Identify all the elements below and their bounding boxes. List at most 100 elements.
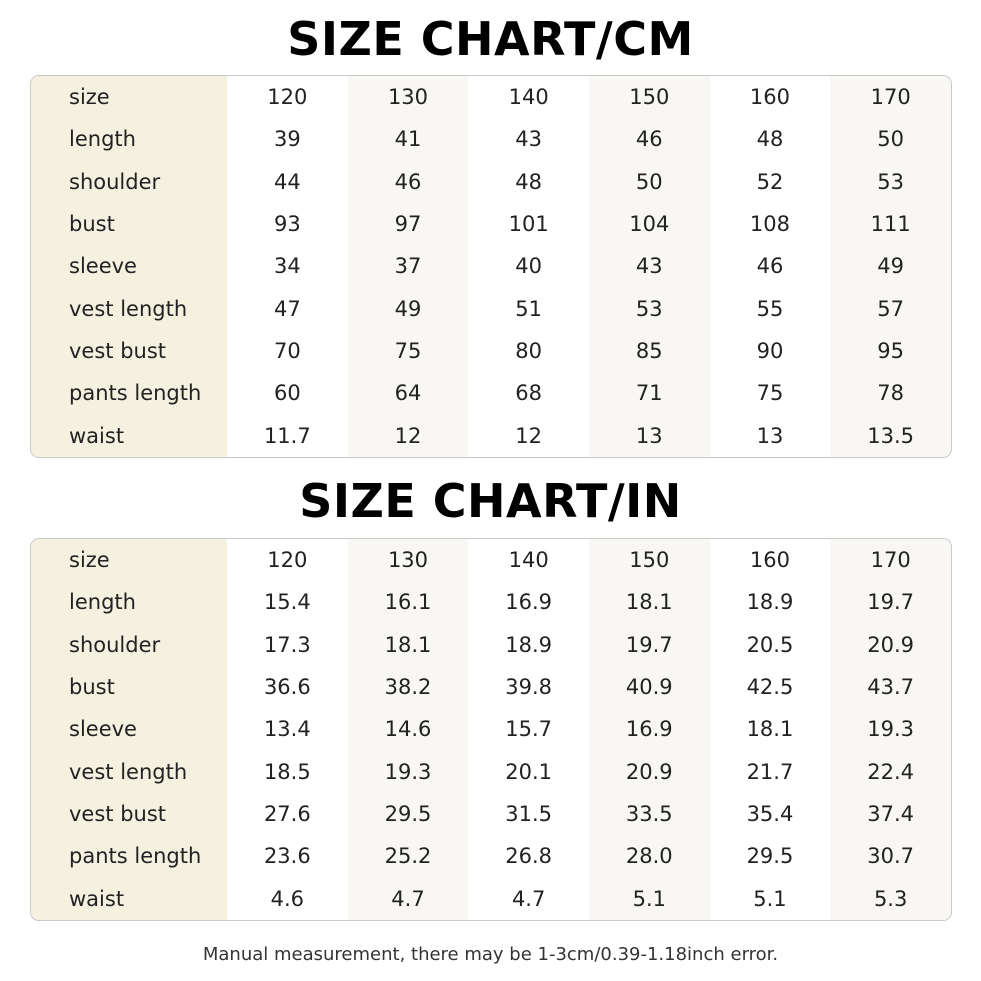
- table-cell: 15.7: [468, 708, 589, 751]
- table-cell: 19.3: [830, 708, 951, 751]
- row-label: length: [31, 118, 227, 161]
- table-cell: 20.9: [830, 623, 951, 666]
- table-cell: 104: [588, 202, 710, 246]
- table-cell: 39.8: [468, 665, 589, 709]
- table-cell: 4.6: [227, 877, 348, 920]
- table-cell: 30.7: [830, 835, 951, 878]
- table-cell: 170: [830, 539, 951, 582]
- row-label: sleeve: [31, 245, 227, 288]
- table-row: pants length 60 64 68 71 75 78: [31, 372, 951, 415]
- table-cell: 18.9: [709, 581, 831, 624]
- table-cell: 140: [468, 539, 589, 582]
- in-size-table: size 120 130 140 150 160 170 length 15.4 16.1 16.9…: [31, 539, 951, 920]
- measurement-footnote: Manual measurement, there may be 1-3cm/0…: [202, 944, 779, 965]
- row-label: vest bust: [31, 329, 227, 373]
- table-cell: 15.4: [227, 581, 348, 624]
- table-cell: 95: [830, 329, 951, 373]
- table-cell: 40: [468, 245, 589, 288]
- table-cell: 70: [227, 329, 348, 373]
- row-label: shoulder: [31, 623, 227, 666]
- table-cell: 19.3: [347, 750, 469, 793]
- row-label: sleeve: [31, 708, 227, 751]
- table-cell: 17.3: [227, 623, 348, 666]
- table-cell: 53: [830, 160, 951, 203]
- cm-chart-title: SIZE CHART/CM: [287, 12, 694, 66]
- table-cell: 37: [347, 245, 469, 288]
- table-cell: 52: [709, 160, 831, 203]
- in-chart-title: SIZE CHART/IN: [299, 474, 682, 528]
- table-cell: 5.1: [709, 877, 831, 920]
- table-cell: 46: [588, 118, 710, 161]
- table-cell: 4.7: [347, 877, 469, 920]
- row-label: shoulder: [31, 160, 227, 203]
- table-cell: 18.9: [468, 623, 589, 666]
- cm-size-table: size 120 130 140 150 160 170 length 39 41 43 46 48 50…: [31, 76, 951, 457]
- table-cell: 18.1: [709, 708, 831, 751]
- table-cell: 140: [468, 76, 589, 119]
- table-cell: 39: [227, 118, 348, 161]
- table-cell: 130: [347, 76, 469, 119]
- table-cell: 29.5: [709, 835, 831, 878]
- table-cell: 78: [830, 372, 951, 415]
- table-cell: 25.2: [347, 835, 469, 878]
- table-cell: 90: [709, 329, 831, 373]
- table-cell: 97: [347, 202, 469, 246]
- table-cell: 120: [227, 539, 348, 582]
- table-cell: 23.6: [227, 835, 348, 878]
- table-row: pants length 23.6 25.2 26.8 28.0 29.5 30.7: [31, 835, 951, 878]
- table-cell: 41: [347, 118, 469, 161]
- row-label: waist: [31, 877, 227, 920]
- table-row: shoulder 17.3 18.1 18.9 19.7 20.5 20.9: [31, 623, 951, 666]
- table-row: length 15.4 16.1 16.9 18.1 18.9 19.7: [31, 581, 951, 624]
- table-cell: 34: [227, 245, 348, 288]
- table-cell: 80: [468, 329, 589, 373]
- table-cell: 75: [709, 372, 831, 415]
- table-cell: 43: [468, 118, 589, 161]
- table-cell: 11.7: [227, 414, 348, 457]
- table-cell: 35.4: [709, 792, 831, 836]
- row-label: bust: [31, 665, 227, 709]
- table-row: vest length 47 49 51 53 55 57: [31, 287, 951, 330]
- table-cell: 101: [468, 202, 589, 246]
- table-cell: 150: [588, 76, 710, 119]
- table-cell: 43: [588, 245, 710, 288]
- table-cell: 18.5: [227, 750, 348, 793]
- table-cell: 28.0: [588, 835, 710, 878]
- table-cell: 44: [227, 160, 348, 203]
- table-cell: 55: [709, 287, 831, 330]
- table-cell: 38.2: [347, 665, 469, 709]
- table-cell: 13: [588, 414, 710, 457]
- table-cell: 18.1: [347, 623, 469, 666]
- table-cell: 48: [709, 118, 831, 161]
- table-cell: 33.5: [588, 792, 710, 836]
- table-cell: 85: [588, 329, 710, 373]
- row-label: size: [31, 539, 227, 582]
- table-row: vest bust 27.6 29.5 31.5 33.5 35.4 37.4: [31, 792, 951, 836]
- table-row: length 39 41 43 46 48 50: [31, 118, 951, 161]
- table-cell: 108: [709, 202, 831, 246]
- table-cell: 16.1: [347, 581, 469, 624]
- table-cell: 68: [468, 372, 589, 415]
- in-size-table-container: size 120 130 140 150 160 170 length 15.4 16.1 16.9…: [30, 538, 952, 921]
- table-cell: 13.4: [227, 708, 348, 751]
- row-label: bust: [31, 202, 227, 246]
- table-cell: 57: [830, 287, 951, 330]
- table-cell: 16.9: [468, 581, 589, 624]
- table-row: sleeve 13.4 14.6 15.7 16.9 18.1 19.3: [31, 708, 951, 751]
- table-cell: 53: [588, 287, 710, 330]
- table-cell: 14.6: [347, 708, 469, 751]
- row-label: waist: [31, 414, 227, 457]
- table-row: sleeve 34 37 40 43 46 49: [31, 245, 951, 288]
- table-cell: 31.5: [468, 792, 589, 836]
- table-cell: 50: [588, 160, 710, 203]
- table-cell: 12: [468, 414, 589, 457]
- table-cell: 64: [347, 372, 469, 415]
- table-cell: 111: [830, 202, 951, 246]
- table-cell: 71: [588, 372, 710, 415]
- table-cell: 93: [227, 202, 348, 246]
- table-cell: 16.9: [588, 708, 710, 751]
- table-row: vest length 18.5 19.3 20.1 20.9 21.7 22.4: [31, 750, 951, 793]
- table-cell: 49: [347, 287, 469, 330]
- row-label: vest length: [31, 750, 227, 793]
- row-label: size: [31, 76, 227, 119]
